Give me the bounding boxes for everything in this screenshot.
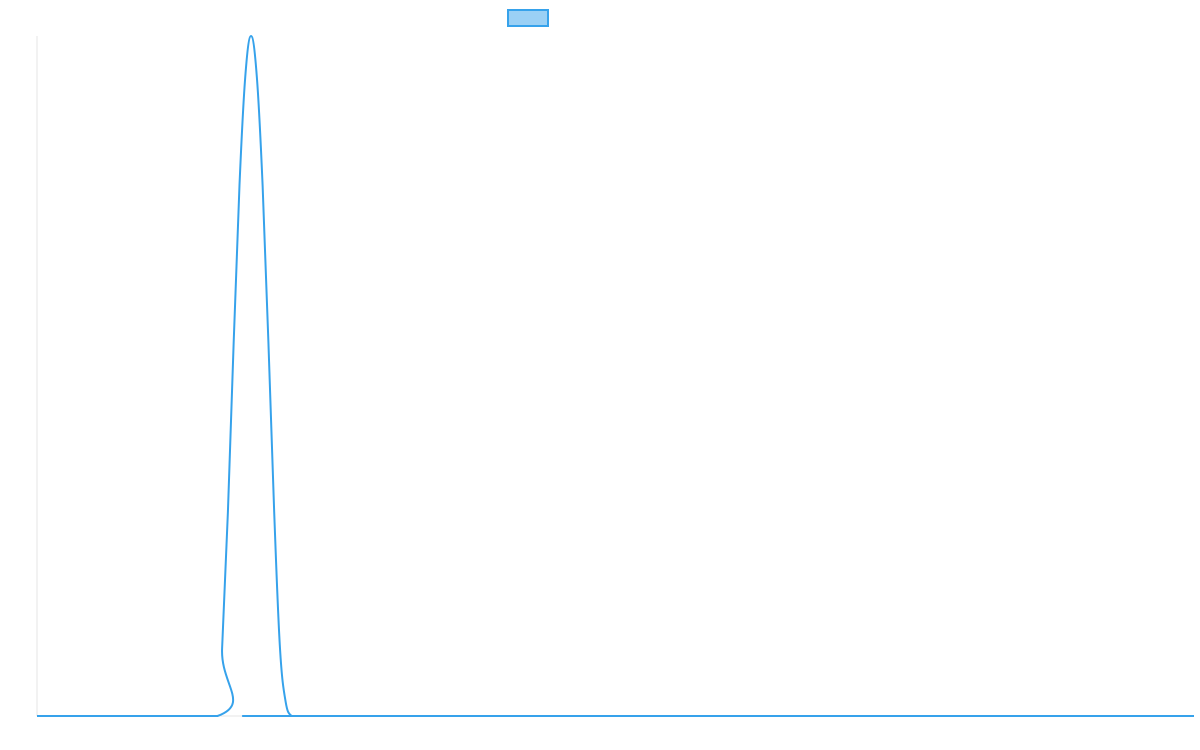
legend [507,9,549,27]
series-group [37,35,1194,718]
series-line-0[interactable] [37,35,1194,718]
legend-swatch[interactable] [507,9,549,27]
axes [36,36,1194,717]
